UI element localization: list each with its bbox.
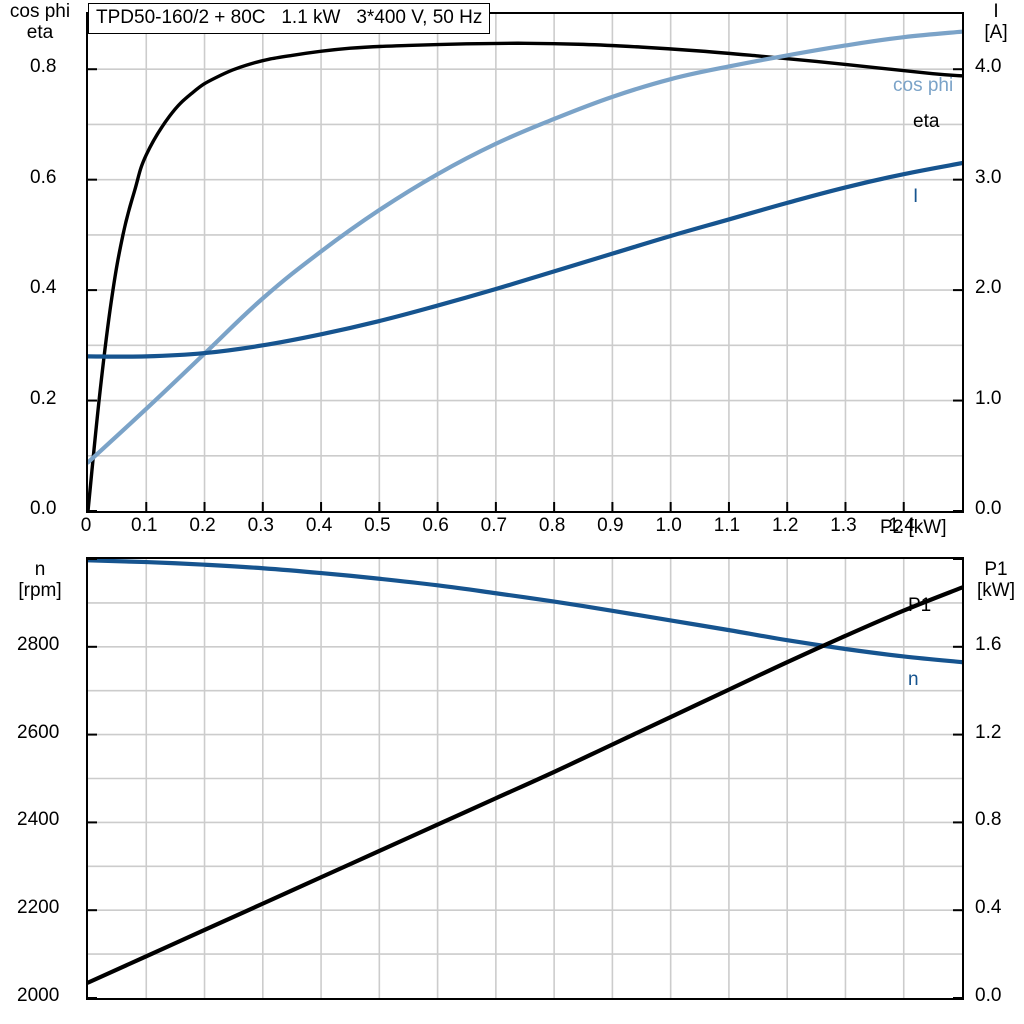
bottom-y-right-tick: 0.4 xyxy=(975,897,1002,919)
eta-curve-label: eta xyxy=(913,111,940,132)
top-plot-svg xyxy=(88,14,962,511)
top-y-left-tick: 0.8 xyxy=(30,56,57,78)
bottom-y-right-tick: 1.6 xyxy=(975,633,1002,655)
top-y-left-tick: 0.4 xyxy=(30,277,57,299)
speed-curve-label: n xyxy=(908,669,919,690)
bottom-y-left-tick: 2600 xyxy=(17,721,60,743)
bottom-y-left-tick: 2800 xyxy=(17,633,60,655)
top-x-tick: 1.3 xyxy=(830,515,857,536)
top-x-tick: 1.0 xyxy=(655,515,682,536)
current-curve-label: I xyxy=(913,186,919,207)
bottom-y-right-tick: 0.0 xyxy=(975,985,1002,1006)
top-x-tick: 1.4 xyxy=(888,515,915,536)
top-x-tick: 0.1 xyxy=(131,515,158,536)
top-y-right-tick: 1.0 xyxy=(975,387,1002,409)
top-y-left-axis-label: cos phi eta xyxy=(9,1,71,43)
bottom-y-right-axis-label: P1 [kW] xyxy=(977,559,1015,601)
bottom-plot-area xyxy=(86,557,964,1000)
top-y-right-axis-label: I [A] xyxy=(984,1,1008,43)
bottom-y-left-axis-label: n [rpm] xyxy=(18,559,62,601)
top-x-tick: 0.9 xyxy=(597,515,624,536)
top-x-tick: 0.8 xyxy=(538,515,566,536)
top-y-right-tick: 3.0 xyxy=(975,166,1002,188)
chart-title: TPD50-160/2 + 80C 1.1 kW 3*400 V, 50 Hz xyxy=(88,3,491,34)
bottom-y-left-tick: 2200 xyxy=(17,897,60,919)
top-x-tick: 1.1 xyxy=(713,515,741,536)
top-x-tick: 0.2 xyxy=(189,515,216,536)
top-y-right-tick: 4.0 xyxy=(975,56,1002,78)
top-x-tick: 0.7 xyxy=(480,515,508,536)
bottom-plot-svg xyxy=(88,559,962,998)
p1-curve-label: P1 xyxy=(908,595,932,616)
top-plot-area xyxy=(86,12,964,513)
top-y-right-tick: 2.0 xyxy=(975,277,1002,299)
top-x-tick: 0.4 xyxy=(305,515,333,536)
top-y-left-tick: 0.0 xyxy=(30,498,57,519)
top-y-left-tick: 0.2 xyxy=(30,387,57,409)
bottom-y-right-tick: 1.2 xyxy=(975,721,1002,743)
cos-phi-curve-label: cos phi xyxy=(893,75,954,96)
bottom-y-left-tick: 2000 xyxy=(17,985,60,1006)
top-chart-panel: cos phi eta I [A] TPD50-160/2 + 80C 1.1 … xyxy=(9,1,1008,538)
top-x-tick: 0.3 xyxy=(247,515,275,536)
top-y-left-tick: 0.6 xyxy=(30,166,57,188)
top-x-tick: 0.6 xyxy=(422,515,449,536)
top-x-tick: 0.5 xyxy=(364,515,391,536)
top-x-tick: 0 xyxy=(80,515,92,536)
top-x-axis-label: P2 [kW] xyxy=(880,517,947,538)
bottom-y-left-tick: 2400 xyxy=(17,809,60,831)
top-x-tick: 1.2 xyxy=(771,515,799,536)
bottom-chart-panel: n [rpm] P1 [kW] 2000 2200 2400 2600 2800 0.0… xyxy=(0,545,1024,1024)
bottom-y-right-tick: 0.8 xyxy=(975,809,1002,831)
top-y-right-tick: 0.0 xyxy=(975,498,1002,519)
